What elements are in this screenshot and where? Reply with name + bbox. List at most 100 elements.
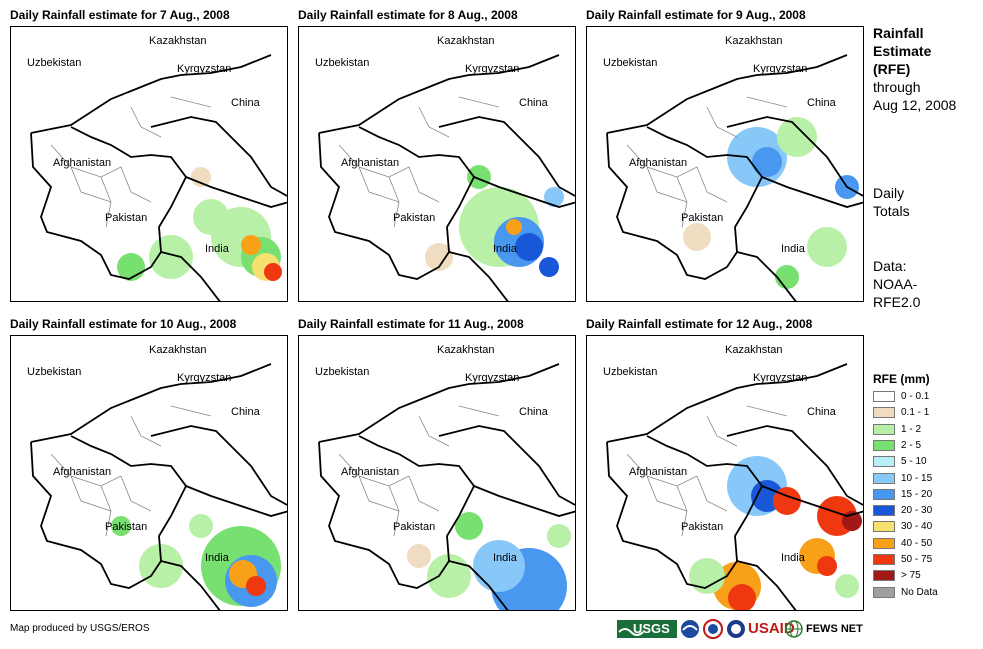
through-date: Aug 12, 2008 [873, 97, 957, 113]
country-label-pakistan: Pakistan [681, 212, 724, 224]
country-label-kazakhstan: Kazakhstan [725, 344, 783, 356]
legend-swatch [873, 391, 895, 402]
province-border [458, 96, 500, 108]
province-border [646, 475, 688, 512]
country-label-kyrgyzstan: Kyrgyzstan [753, 372, 808, 384]
country-label-china: China [519, 406, 548, 418]
rainfall-area [544, 187, 564, 207]
panel-title: Daily Rainfall estimate for 8 Aug., 2008 [298, 8, 518, 22]
country-border [160, 251, 221, 301]
map-canvas [606, 363, 863, 610]
country-label-pakistan: Pakistan [393, 521, 436, 533]
province-border [626, 453, 698, 487]
rainfall-area [191, 167, 211, 187]
country-border [318, 54, 560, 134]
panel-title: Daily Rainfall estimate for 9 Aug., 2008 [586, 8, 806, 22]
rainfall-area [835, 574, 859, 598]
legend-swatch [873, 554, 895, 565]
country-label-kyrgyzstan: Kyrgyzstan [177, 63, 232, 75]
noaa-seal-icon [681, 620, 699, 638]
country-label-china: China [807, 97, 836, 109]
country-label-kyrgyzstan: Kyrgyzstan [177, 372, 232, 384]
country-border [606, 126, 764, 280]
country-label-china: China [807, 406, 836, 418]
map-canvas [318, 54, 575, 301]
province-border [408, 475, 440, 512]
country-label-pakistan: Pakistan [681, 521, 724, 533]
usaid-text: USAID [748, 620, 795, 637]
rainfall-area [427, 554, 471, 598]
province-border [130, 106, 162, 138]
province-border [746, 96, 788, 108]
province-border [696, 475, 728, 512]
province-border [388, 176, 400, 228]
nws-seal-icon [703, 619, 723, 639]
country-label-pakistan: Pakistan [105, 521, 148, 533]
country-label-india: India [781, 243, 805, 255]
province-border [120, 475, 152, 512]
data-line-2: NOAA- [873, 276, 918, 292]
rainfall-area [775, 265, 799, 289]
country-label-uzbekistan: Uzbekistan [603, 366, 658, 378]
rainfall-map: Kazakhstan Uzbekistan Kyrgyzstan China Afgha… [298, 26, 576, 302]
legend-label: 50 - 75 [901, 554, 933, 565]
country-border [438, 425, 575, 506]
country-label-pakistan: Pakistan [105, 212, 148, 224]
fewsnet-text: FEWS NET [806, 623, 863, 635]
legend-swatch [873, 472, 895, 484]
country-border [606, 363, 848, 443]
legend-swatch [873, 586, 895, 598]
country-label-afghanistan: Afghanistan [629, 157, 688, 169]
rainfall-area [683, 223, 711, 251]
country-border [448, 560, 509, 610]
country-label-afghanistan: Afghanistan [629, 466, 688, 478]
country-label-kyrgyzstan: Kyrgyzstan [465, 63, 520, 75]
rainfall-map: Kazakhstan Uzbekistan Kyrgyzstan China Afgha… [298, 335, 576, 611]
country-label-afghanistan: Afghanistan [53, 157, 112, 169]
country-label-kazakhstan: Kazakhstan [437, 344, 495, 356]
legend-label: No Data [901, 586, 938, 598]
panel-title: Daily Rainfall estimate for 12 Aug., 200… [586, 317, 813, 331]
country-label-kyrgyzstan: Kyrgyzstan [465, 372, 520, 384]
country-label-kazakhstan: Kazakhstan [149, 35, 207, 47]
province-border [100, 485, 112, 537]
country-border [761, 485, 863, 517]
rainfall-area [817, 556, 837, 576]
country-label-india: India [205, 552, 229, 564]
globe-icon [785, 620, 803, 638]
title-line-2: Estimate [873, 43, 932, 59]
province-border [418, 415, 450, 447]
province-border [746, 405, 788, 417]
country-border [473, 485, 575, 517]
country-border [473, 176, 575, 208]
country-border [150, 116, 287, 197]
province-border [408, 166, 440, 203]
legend-label: 10 - 15 [901, 472, 933, 484]
province-border [50, 144, 122, 178]
province-border [358, 475, 400, 512]
legend-label: 5 - 10 [901, 456, 927, 468]
country-border [736, 251, 797, 301]
province-border [70, 475, 112, 512]
panel-title: Daily Rainfall estimate for 10 Aug., 200… [10, 317, 237, 331]
country-label-india: India [493, 243, 517, 255]
province-border [100, 176, 112, 228]
daily-totals-note: Daily Totals [873, 184, 910, 220]
country-label-india: India [493, 552, 517, 564]
country-border [606, 435, 764, 589]
title-line-3: (RFE) [873, 61, 911, 77]
country-border [318, 126, 476, 280]
country-border [185, 176, 287, 208]
country-border [448, 251, 509, 301]
country-label-china: China [231, 406, 260, 418]
legend-label: 0 - 0.1 [901, 391, 930, 402]
country-label-uzbekistan: Uzbekistan [315, 57, 370, 69]
legend-label: 20 - 30 [901, 505, 933, 517]
country-label-uzbekistan: Uzbekistan [603, 57, 658, 69]
country-border [160, 560, 221, 610]
rainfall-area [752, 147, 782, 177]
country-label-uzbekistan: Uzbekistan [27, 57, 82, 69]
country-label-kazakhstan: Kazakhstan [437, 35, 495, 47]
rainfall-area [728, 584, 756, 610]
province-border [130, 415, 162, 447]
